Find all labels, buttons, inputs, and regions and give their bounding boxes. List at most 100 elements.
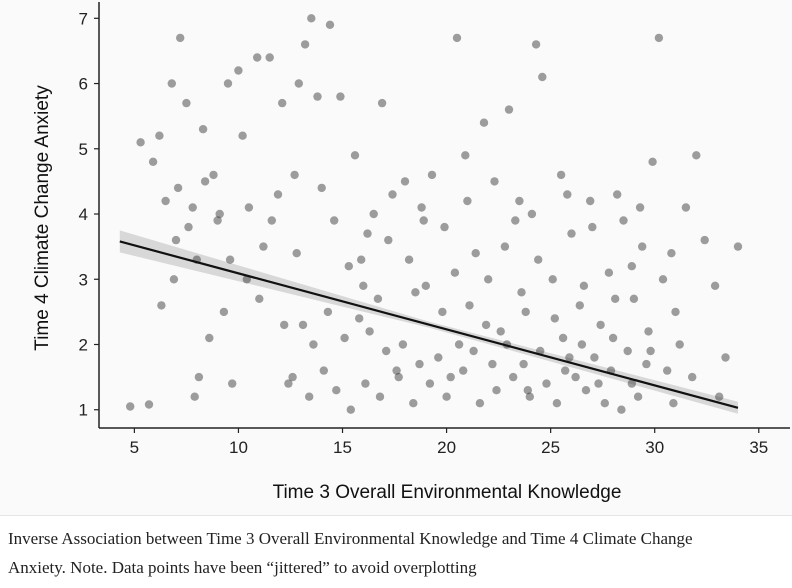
y-tick-label: 4 bbox=[79, 205, 88, 224]
data-point bbox=[608, 333, 618, 343]
data-point bbox=[298, 320, 308, 330]
caption-line-1: Inverse Association between Time 3 Overa… bbox=[8, 529, 693, 548]
x-tick-label: 20 bbox=[437, 438, 456, 457]
data-point bbox=[442, 392, 451, 401]
data-point bbox=[465, 301, 474, 310]
data-point bbox=[484, 275, 493, 284]
data-point bbox=[188, 203, 197, 212]
data-point bbox=[404, 255, 414, 264]
data-point bbox=[392, 366, 401, 375]
data-point bbox=[531, 40, 541, 49]
data-point bbox=[184, 222, 193, 232]
y-tick-label: 6 bbox=[79, 75, 88, 94]
data-point bbox=[305, 392, 314, 401]
data-point bbox=[600, 399, 609, 408]
caption-line-2: Anxiety. Note. Data points have been “ji… bbox=[8, 558, 477, 577]
data-point bbox=[377, 98, 387, 108]
figure-caption: Inverse Association between Time 3 Overa… bbox=[8, 524, 788, 582]
data-point bbox=[434, 353, 443, 362]
data-point bbox=[471, 249, 480, 258]
data-point bbox=[646, 346, 655, 356]
data-point bbox=[255, 294, 264, 303]
data-point bbox=[504, 105, 514, 114]
x-axis-title: Time 3 Overall Environmental Knowledge bbox=[273, 482, 622, 503]
data-point bbox=[190, 392, 199, 401]
data-point bbox=[558, 333, 568, 343]
data-point bbox=[488, 359, 497, 369]
data-point bbox=[419, 216, 428, 225]
data-point bbox=[627, 262, 636, 271]
data-point bbox=[425, 379, 435, 388]
data-point bbox=[715, 392, 724, 401]
data-point bbox=[629, 294, 639, 303]
data-point bbox=[280, 320, 289, 330]
data-point bbox=[205, 333, 214, 343]
data-point bbox=[575, 301, 584, 310]
data-point bbox=[534, 255, 543, 264]
data-point bbox=[519, 359, 528, 369]
data-point bbox=[155, 131, 164, 140]
data-point bbox=[382, 346, 391, 356]
data-point bbox=[548, 275, 557, 284]
data-point bbox=[552, 399, 562, 408]
data-point bbox=[515, 196, 524, 206]
y-tick-label: 3 bbox=[79, 270, 88, 289]
data-point bbox=[571, 372, 580, 382]
x-tick-label: 30 bbox=[645, 438, 664, 457]
x-tick-label: 10 bbox=[229, 438, 248, 457]
data-point bbox=[469, 346, 478, 356]
data-point bbox=[454, 340, 464, 349]
x-tick-label: 35 bbox=[749, 438, 768, 457]
data-point bbox=[669, 399, 678, 408]
data-point bbox=[313, 92, 322, 101]
data-point bbox=[309, 340, 318, 349]
data-point bbox=[375, 392, 385, 401]
data-point bbox=[417, 203, 426, 212]
data-point bbox=[361, 379, 370, 388]
data-point bbox=[617, 405, 626, 414]
data-point bbox=[300, 40, 310, 49]
data-point bbox=[346, 405, 355, 414]
data-point bbox=[278, 98, 287, 108]
data-point bbox=[200, 177, 210, 186]
data-point bbox=[427, 170, 437, 180]
data-point bbox=[411, 288, 420, 297]
data-point bbox=[733, 242, 743, 251]
data-point bbox=[325, 20, 335, 29]
data-point bbox=[550, 314, 559, 323]
data-point bbox=[671, 307, 680, 317]
data-point bbox=[642, 359, 651, 369]
data-point bbox=[126, 402, 135, 411]
data-point bbox=[681, 203, 691, 212]
data-point bbox=[284, 379, 293, 388]
data-point bbox=[161, 196, 170, 206]
data-point bbox=[225, 255, 235, 264]
data-point bbox=[581, 386, 591, 395]
data-point bbox=[627, 379, 636, 388]
data-point bbox=[169, 275, 179, 284]
y-tick-label: 5 bbox=[79, 140, 88, 159]
data-point bbox=[538, 72, 547, 82]
data-point bbox=[667, 249, 676, 258]
data-point bbox=[611, 294, 620, 303]
data-point bbox=[475, 399, 485, 408]
data-point bbox=[369, 209, 378, 219]
data-point bbox=[481, 320, 491, 330]
data-point bbox=[658, 275, 668, 284]
data-point bbox=[355, 314, 364, 323]
y-tick-label: 1 bbox=[79, 401, 88, 420]
data-point bbox=[357, 255, 366, 264]
data-point bbox=[567, 229, 576, 238]
y-tick-label: 2 bbox=[79, 335, 88, 354]
data-point bbox=[244, 203, 254, 212]
data-point bbox=[136, 138, 145, 147]
data-point bbox=[577, 340, 587, 349]
data-point bbox=[273, 190, 283, 199]
data-point bbox=[234, 66, 243, 75]
data-point bbox=[167, 79, 176, 88]
data-point bbox=[265, 53, 274, 62]
y-axis-ticks: 1 2 3 4 5 6 7 bbox=[79, 9, 99, 420]
data-point bbox=[215, 209, 224, 219]
data-point bbox=[496, 327, 505, 336]
data-point bbox=[340, 333, 349, 343]
